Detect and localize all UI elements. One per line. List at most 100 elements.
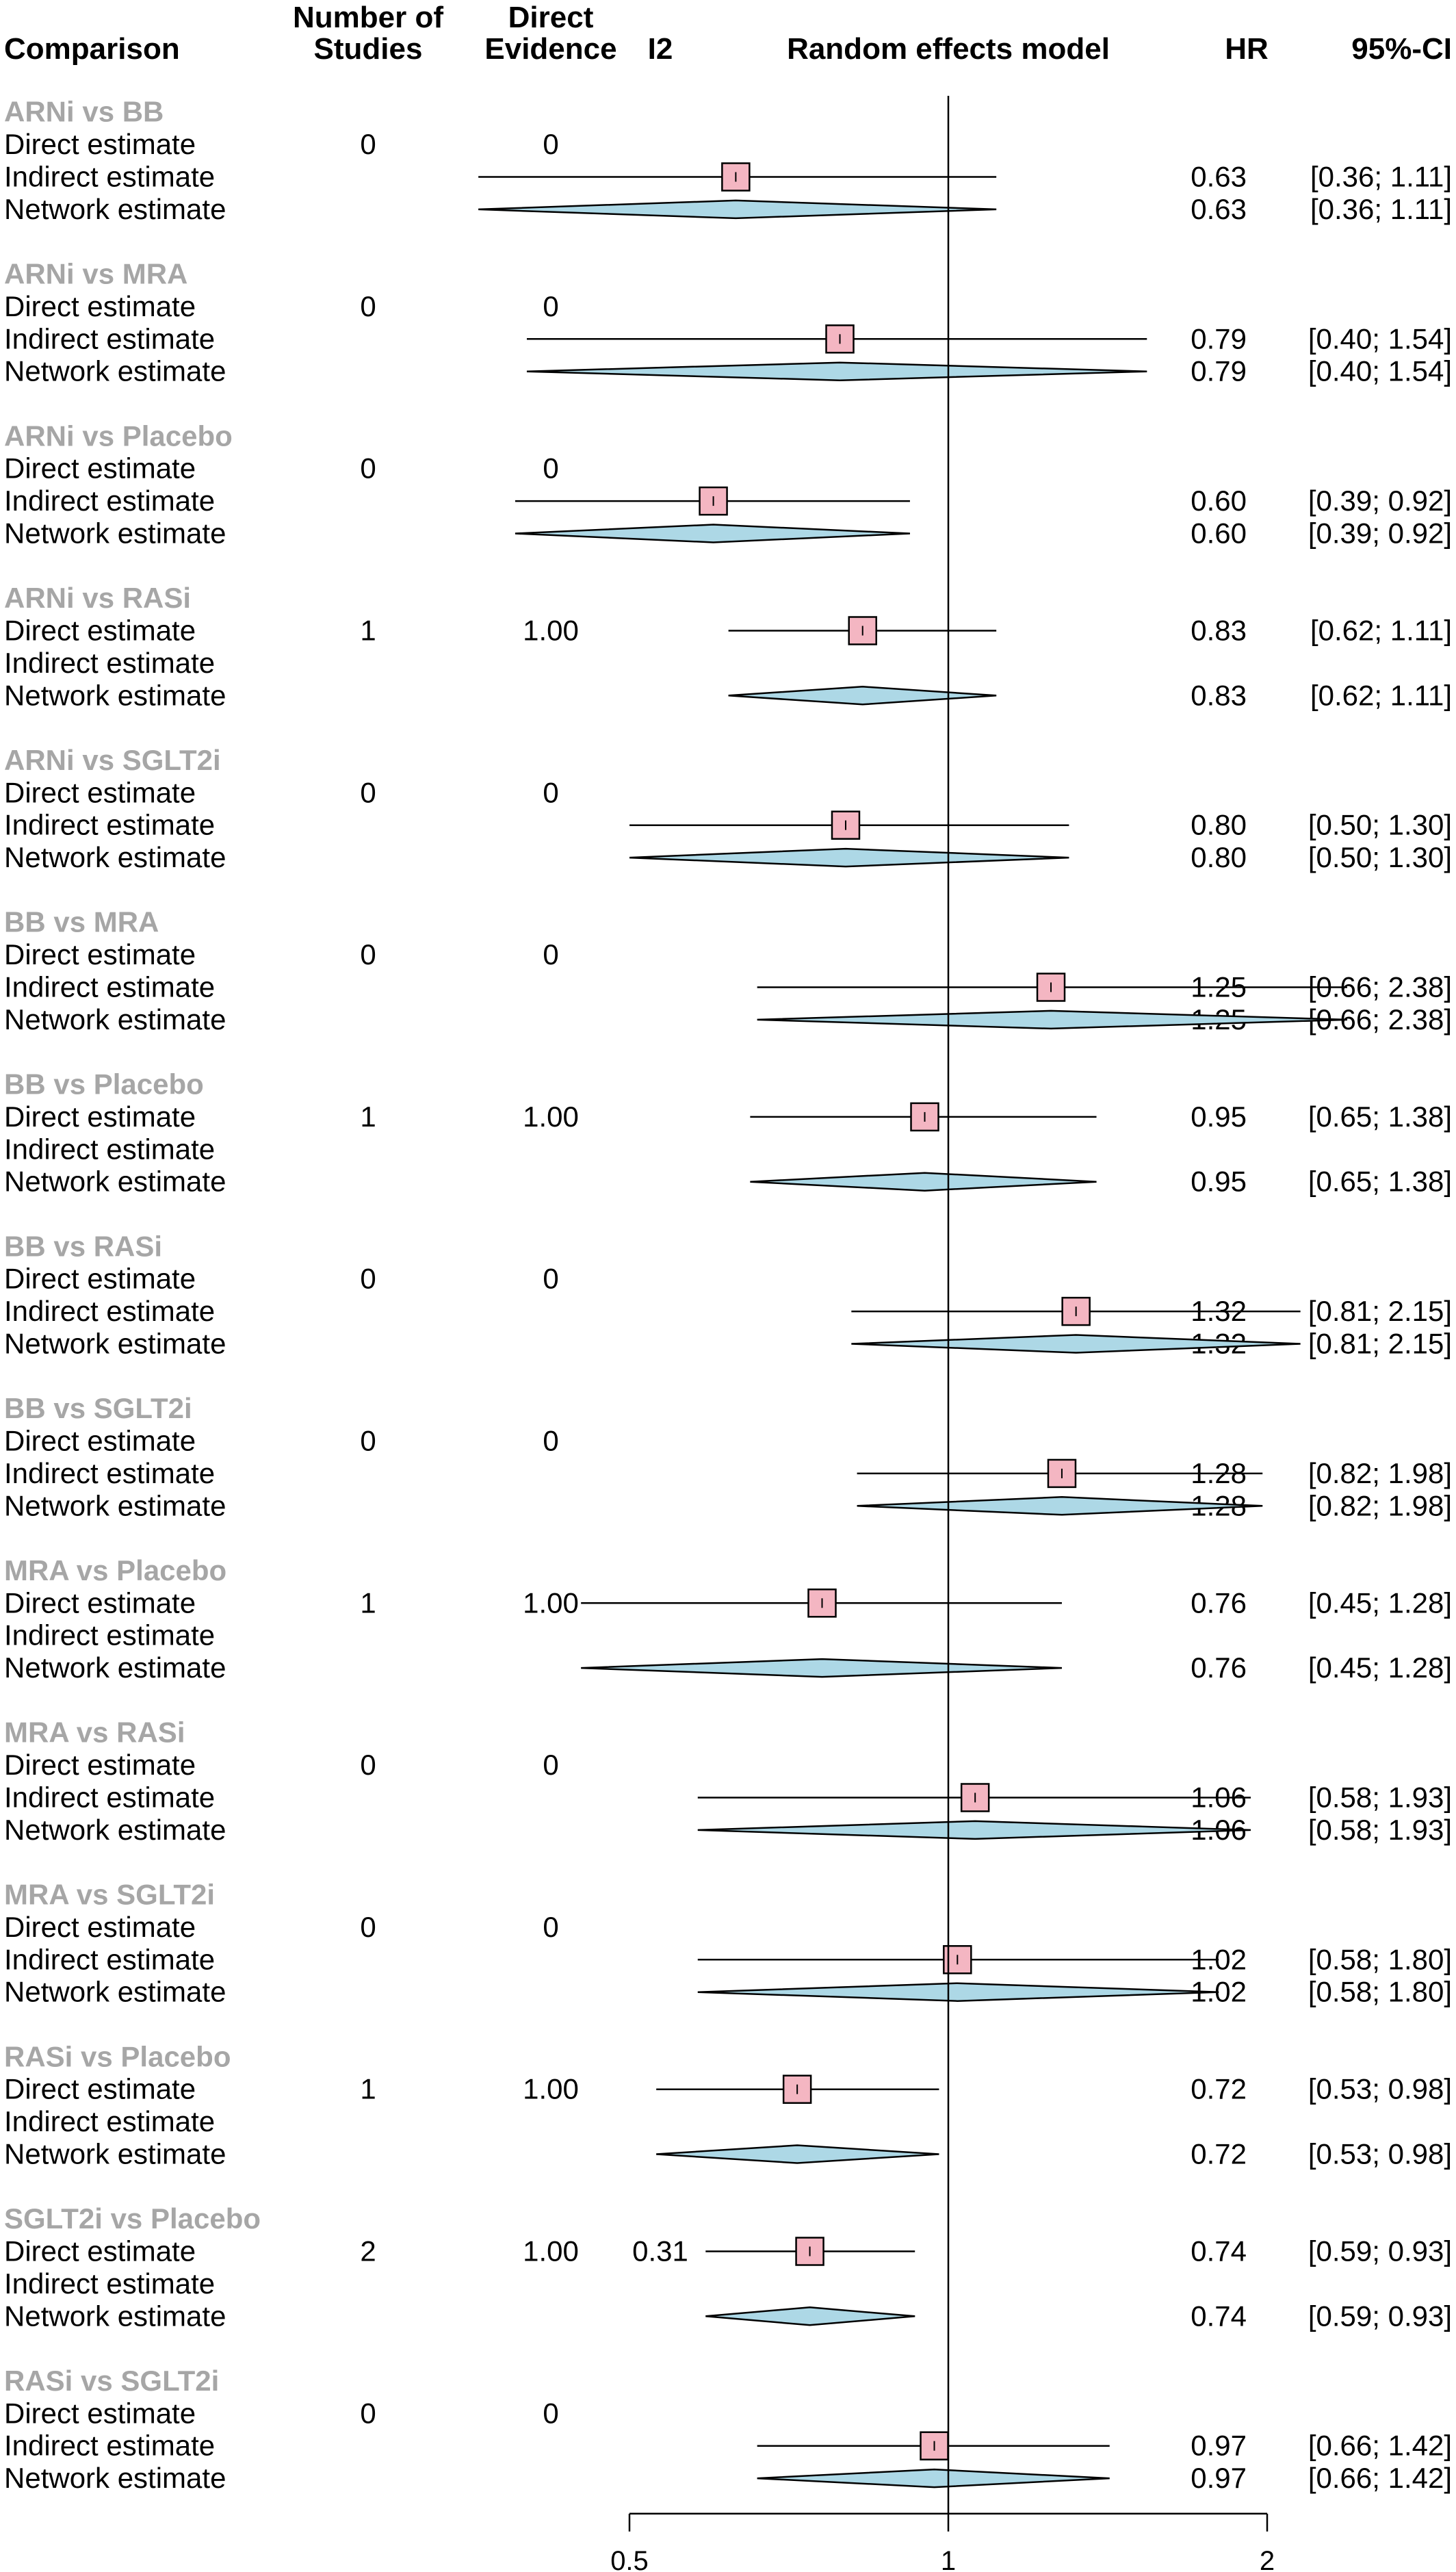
network-estimate-diamond: [629, 847, 1069, 868]
indirect-ci-value: [0.36; 1.11]: [1310, 161, 1452, 193]
network-hr-value: 0.95: [1191, 1166, 1247, 1198]
network-hr-value: 0.80: [1191, 841, 1247, 873]
network-estimate-diamond: [656, 2144, 939, 2164]
direct-estimate-square: [795, 2237, 824, 2266]
direct-estimate-square: [910, 1102, 939, 1132]
direct-hr-value: 0.74: [1191, 2235, 1247, 2267]
comparison-name: BB vs RASi: [4, 1230, 162, 1262]
x-tick-label: 1: [941, 2546, 956, 2572]
indirect-estimate-label: Indirect estimate: [4, 971, 215, 1003]
number-of-studies: 0: [360, 1425, 376, 1457]
network-ci-value: [0.81; 2.15]: [1308, 1328, 1452, 1360]
direct-evidence: 0: [543, 1911, 558, 1943]
indirect-estimate-label: Indirect estimate: [4, 161, 215, 193]
i2-value: 0.31: [632, 2235, 688, 2267]
network-estimate-label: Network estimate: [4, 1651, 226, 1684]
indirect-ci-value: [0.81; 2.15]: [1308, 1295, 1452, 1327]
direct-estimate-label: Direct estimate: [4, 1586, 196, 1619]
network-ci-value: [0.50; 1.30]: [1308, 841, 1452, 873]
number-of-studies: 0: [360, 1911, 376, 1943]
direct-evidence: 1.00: [523, 2073, 579, 2105]
network-ci-value: [0.65; 1.38]: [1308, 1166, 1452, 1198]
header-studies-line2: Studies: [314, 32, 423, 66]
number-of-studies: 1: [360, 2073, 376, 2105]
comparison-name: MRA vs RASi: [4, 1716, 185, 1749]
network-estimate-label: Network estimate: [4, 517, 226, 550]
network-estimate-label: Network estimate: [4, 1489, 226, 1521]
header-evidence-line2: Evidence: [484, 32, 616, 66]
network-estimate-label: Network estimate: [4, 2138, 226, 2170]
comparison-name: RASi vs Placebo: [4, 2040, 231, 2072]
indirect-hr-value: 0.80: [1191, 809, 1247, 841]
comparison-name: BB vs MRA: [4, 906, 159, 938]
network-hr-value: 0.60: [1191, 517, 1247, 550]
indirect-hr-value: 0.60: [1191, 485, 1247, 517]
direct-hr-value: 0.95: [1191, 1101, 1247, 1133]
network-ci-value: [0.36; 1.11]: [1310, 193, 1452, 225]
network-hr-value: 0.72: [1191, 2138, 1247, 2170]
comparison-name: BB vs SGLT2i: [4, 1392, 192, 1424]
indirect-estimate-label: Indirect estimate: [4, 1943, 215, 1975]
indirect-hr-value: 0.63: [1191, 161, 1247, 193]
direct-estimate-label: Direct estimate: [4, 1101, 196, 1133]
direct-ci-value: [0.62; 1.11]: [1310, 615, 1452, 647]
plot-marks: [478, 162, 1347, 2489]
network-hr-value: 0.63: [1191, 193, 1247, 225]
direct-ci-value: [0.59; 0.93]: [1308, 2235, 1452, 2267]
indirect-estimate-label: Indirect estimate: [4, 485, 215, 517]
network-estimate-diamond: [705, 2306, 915, 2326]
header-hr: HR: [1225, 32, 1269, 66]
number-of-studies: 1: [360, 1101, 376, 1133]
network-estimate-diamond: [757, 2468, 1110, 2489]
network-ci-value: [0.39; 0.92]: [1308, 517, 1452, 550]
direct-ci-value: [0.65; 1.38]: [1308, 1101, 1452, 1133]
direct-hr-value: 0.83: [1191, 615, 1247, 647]
network-estimate-diamond: [581, 1658, 1063, 1678]
number-of-studies: 0: [360, 452, 376, 485]
network-estimate-diamond: [515, 524, 910, 543]
direct-estimate-label: Direct estimate: [4, 1263, 196, 1295]
number-of-studies: 0: [360, 290, 376, 322]
comparison-name: MRA vs SGLT2i: [4, 1879, 215, 1911]
comparison-name: BB vs Placebo: [4, 1068, 204, 1101]
indirect-ci-value: [0.82; 1.98]: [1308, 1457, 1452, 1489]
network-ci-value: [0.82; 1.98]: [1308, 1489, 1452, 1521]
network-ci-value: [0.62; 1.11]: [1310, 679, 1452, 711]
indirect-estimate-label: Indirect estimate: [4, 322, 215, 355]
network-estimate-label: Network estimate: [4, 841, 226, 873]
indirect-estimate-label: Indirect estimate: [4, 1133, 215, 1165]
network-estimate-diamond: [857, 1496, 1263, 1516]
direct-estimate-label: Direct estimate: [4, 2235, 196, 2267]
network-estimate-diamond: [757, 1009, 1347, 1030]
direct-estimate-square: [848, 616, 877, 645]
direct-evidence: 0: [543, 2397, 558, 2429]
direct-estimate-label: Direct estimate: [4, 2073, 196, 2105]
indirect-estimate-label: Indirect estimate: [4, 2430, 215, 2462]
indirect-estimate-label: Indirect estimate: [4, 2105, 215, 2137]
comparison-name: RASi vs SGLT2i: [4, 2365, 219, 2397]
indirect-ci-value: [0.58; 1.93]: [1308, 1782, 1452, 1814]
network-estimate-label: Network estimate: [4, 2300, 226, 2332]
indirect-estimate-label: Indirect estimate: [4, 809, 215, 841]
indirect-estimate-label: Indirect estimate: [4, 1457, 215, 1489]
network-estimate-diamond: [478, 199, 997, 220]
direct-hr-value: 0.76: [1191, 1586, 1247, 1619]
number-of-studies: 0: [360, 1263, 376, 1295]
indirect-hr-value: 0.79: [1191, 322, 1247, 355]
direct-evidence: 0: [543, 1263, 558, 1295]
direct-evidence: 1.00: [523, 1586, 579, 1619]
direct-evidence: 0: [543, 1425, 558, 1457]
number-of-studies: 0: [360, 938, 376, 970]
network-hr-value: 0.83: [1191, 679, 1247, 711]
direct-hr-value: 0.72: [1191, 2073, 1247, 2105]
x-tick-label: 0.5: [610, 2546, 649, 2572]
network-estimate-diamond: [728, 686, 997, 706]
network-estimate-diamond: [750, 1172, 1097, 1192]
indirect-estimate-label: Indirect estimate: [4, 1619, 215, 1651]
